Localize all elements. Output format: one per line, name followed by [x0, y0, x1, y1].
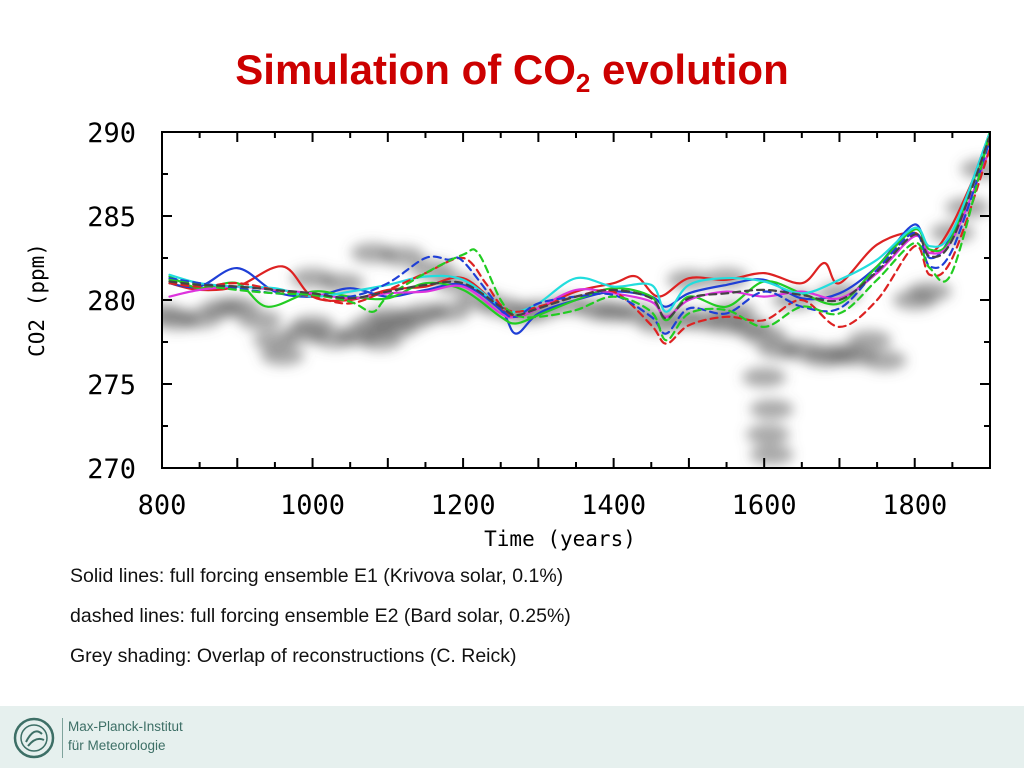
- shading-blob: [749, 399, 794, 420]
- shading-blob: [260, 345, 305, 366]
- x-tick-label: 1600: [732, 490, 797, 521]
- y-tick-label: 280: [87, 286, 136, 317]
- x-tick-label: 1200: [431, 490, 496, 521]
- shading-blob: [745, 424, 790, 445]
- slide-title: Simulation of CO2 evolution: [235, 46, 789, 98]
- x-tick-label: 1800: [882, 490, 947, 521]
- y-tick-label: 270: [87, 454, 136, 485]
- x-tick-label: 800: [138, 490, 187, 521]
- shading-blob: [358, 330, 403, 351]
- axis-ticks: [161, 131, 991, 469]
- footer-bar: Max-Planck-Institut für Meteorologie: [0, 706, 1024, 768]
- caption-grey-shading: Grey shading: Overlap of reconstructions…: [70, 645, 517, 667]
- tick-labels: 800 1000 1200 1400 1600 1800 270 275 280 285 290: [87, 118, 947, 521]
- y-tick-label: 275: [87, 370, 136, 401]
- x-tick-label: 1000: [280, 490, 345, 521]
- shading-blob: [862, 350, 907, 371]
- series-lines: [168, 132, 990, 345]
- logo-divider: [62, 718, 63, 758]
- x-tick-label: 1400: [581, 490, 646, 521]
- solid-series-line: [168, 132, 990, 314]
- y-tick-label: 290: [87, 118, 136, 149]
- shading-blob: [380, 246, 425, 267]
- dashed-series-line: [168, 134, 990, 320]
- dashed-series-line: [168, 132, 990, 342]
- caption-dashed-lines: dashed lines: full forcing ensemble E2 (…: [70, 605, 571, 627]
- shading-blob: [237, 310, 282, 331]
- shading-blob: [907, 281, 952, 302]
- reconstruction-shading: [162, 158, 990, 465]
- institute-name-line1: Max-Planck-Institut: [68, 719, 183, 734]
- institute-name-line2: für Meteorologie: [68, 738, 166, 753]
- co2-chart: 800 1000 1200 1400 1600 1800 270 275 280 285 290 T…: [25, 118, 991, 551]
- shading-blob: [426, 301, 471, 322]
- x-axis-label: Time (years): [484, 527, 636, 551]
- caption-solid-lines: Solid lines: full forcing ensemble E1 (K…: [70, 565, 564, 587]
- shading-blob: [742, 367, 787, 388]
- shading-blob: [847, 330, 892, 351]
- y-axis-label: CO2 (ppm): [25, 243, 49, 357]
- y-tick-label: 285: [87, 202, 136, 233]
- mpi-logo-icon: [13, 717, 55, 759]
- shading-blob: [749, 444, 794, 465]
